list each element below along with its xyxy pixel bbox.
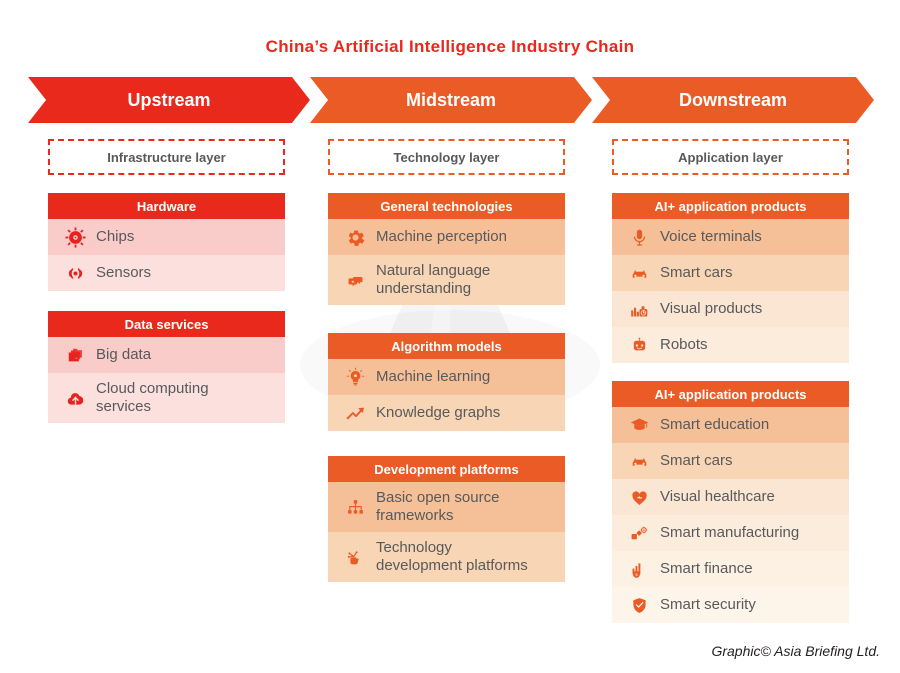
svg-text:★: ★ xyxy=(351,279,355,284)
